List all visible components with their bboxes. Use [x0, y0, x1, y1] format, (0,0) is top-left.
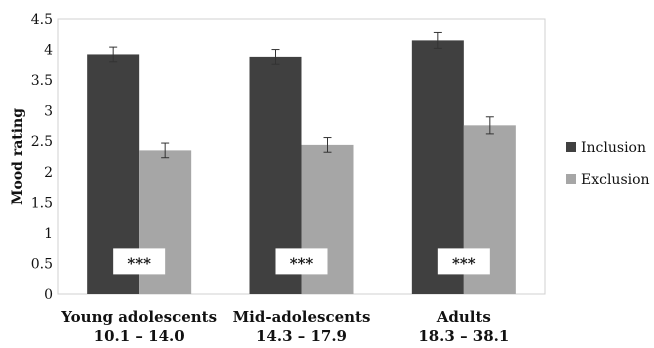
legend-swatch-exclusion	[566, 174, 576, 184]
x-category-label: Mid-adolescents	[233, 308, 371, 326]
x-category-label: Adults	[436, 308, 491, 326]
y-axis-label: Mood rating	[10, 108, 26, 205]
y-tick-label: 2	[44, 165, 53, 181]
y-tick-label: 2.5	[31, 134, 53, 150]
y-tick-label: 0.5	[31, 256, 53, 272]
significance-box	[113, 248, 166, 275]
x-category-label: Young adolescents	[60, 308, 217, 326]
y-tick-label: 4	[44, 43, 53, 59]
legend-label-inclusion: Inclusion	[581, 140, 646, 156]
significance-label: ***	[452, 254, 476, 272]
y-tick-label: 3	[44, 104, 53, 120]
significance-box	[437, 248, 490, 275]
significance-label: ***	[127, 254, 151, 272]
y-tick-label: 1.5	[31, 195, 53, 211]
significance-box	[275, 248, 328, 275]
y-tick-label: 4.5	[31, 12, 53, 28]
significance-label: ***	[290, 254, 314, 272]
legend-swatch-inclusion	[566, 142, 576, 152]
x-category-range: 10.1 – 14.0	[94, 327, 185, 344]
y-tick-label: 3.5	[31, 73, 53, 89]
legend-label-exclusion: Exclusion	[581, 172, 650, 188]
y-tick-label: 1	[44, 226, 53, 242]
x-category-range: 18.3 – 38.1	[418, 327, 509, 344]
y-tick-label: 0	[44, 287, 53, 303]
x-category-range: 14.3 – 17.9	[256, 327, 347, 344]
